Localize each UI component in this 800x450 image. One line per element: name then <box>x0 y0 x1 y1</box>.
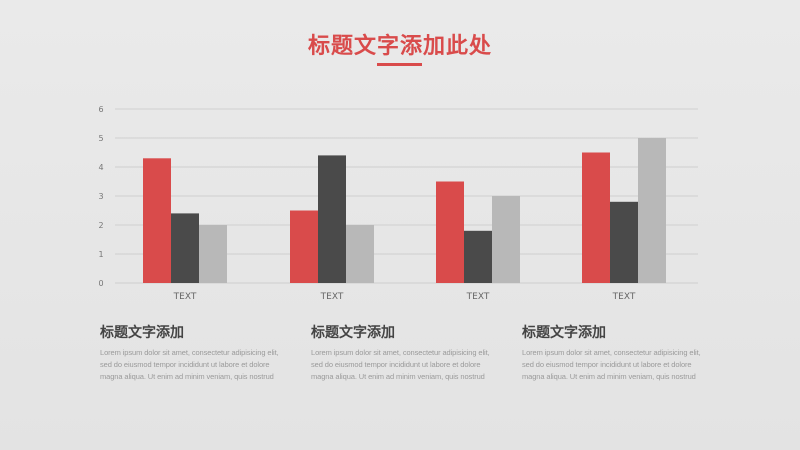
text-block-2: 标题文字添加 Lorem ipsum dolor sit amet, conse… <box>311 323 496 383</box>
block-body: Lorem ipsum dolor sit amet, consectetur … <box>311 348 490 381</box>
y-tick-label: 6 <box>98 105 103 114</box>
x-category-label: TEXT <box>320 292 344 302</box>
bar-series-3-category-4 <box>638 138 666 283</box>
block-title: 标题文字添加 <box>100 325 184 341</box>
bar-series-3-category-3 <box>492 196 520 283</box>
bar-series-1-category-3 <box>436 181 464 283</box>
y-tick-label: 1 <box>98 250 103 259</box>
chart-bars <box>143 138 666 283</box>
block-title: 标题文字添加 <box>311 325 395 341</box>
bar-series-2-category-4 <box>610 201 638 283</box>
x-category-label: TEXT <box>612 292 636 302</box>
y-tick-label: 5 <box>98 134 103 143</box>
y-tick-label: 0 <box>98 279 103 288</box>
chart-labels: 0 1 2 3 4 5 6 TEXT TEXT TEXT TEXT <box>98 105 635 302</box>
bar-series-2-category-3 <box>464 230 492 283</box>
text-block-1: 标题文字添加 Lorem ipsum dolor sit amet, conse… <box>100 323 285 383</box>
bar-series-1-category-2 <box>290 210 318 283</box>
x-category-label: TEXT <box>466 292 490 302</box>
text-block-3: 标题文字添加 Lorem ipsum dolor sit amet, conse… <box>522 323 707 383</box>
x-category-label: TEXT <box>173 292 197 302</box>
bar-series-2-category-2 <box>318 155 346 283</box>
page-title: 标题文字添加此处 <box>307 34 492 59</box>
y-tick-label: 3 <box>98 192 103 201</box>
bar-series-1-category-4 <box>582 152 610 283</box>
y-tick-label: 2 <box>98 221 103 230</box>
bar-series-3-category-1 <box>199 225 227 283</box>
bar-series-3-category-2 <box>346 225 374 283</box>
y-tick-label: 4 <box>98 163 103 172</box>
bar-chart: 0 1 2 3 4 5 6 TEXT TEXT TEXT TEXT <box>98 105 698 302</box>
bar-series-2-category-1 <box>171 213 199 283</box>
bar-series-1-category-1 <box>143 158 171 283</box>
title-underline <box>377 63 422 66</box>
block-title: 标题文字添加 <box>522 325 606 341</box>
block-body: Lorem ipsum dolor sit amet, consectetur … <box>100 348 279 381</box>
block-body: Lorem ipsum dolor sit amet, consectetur … <box>522 348 701 381</box>
